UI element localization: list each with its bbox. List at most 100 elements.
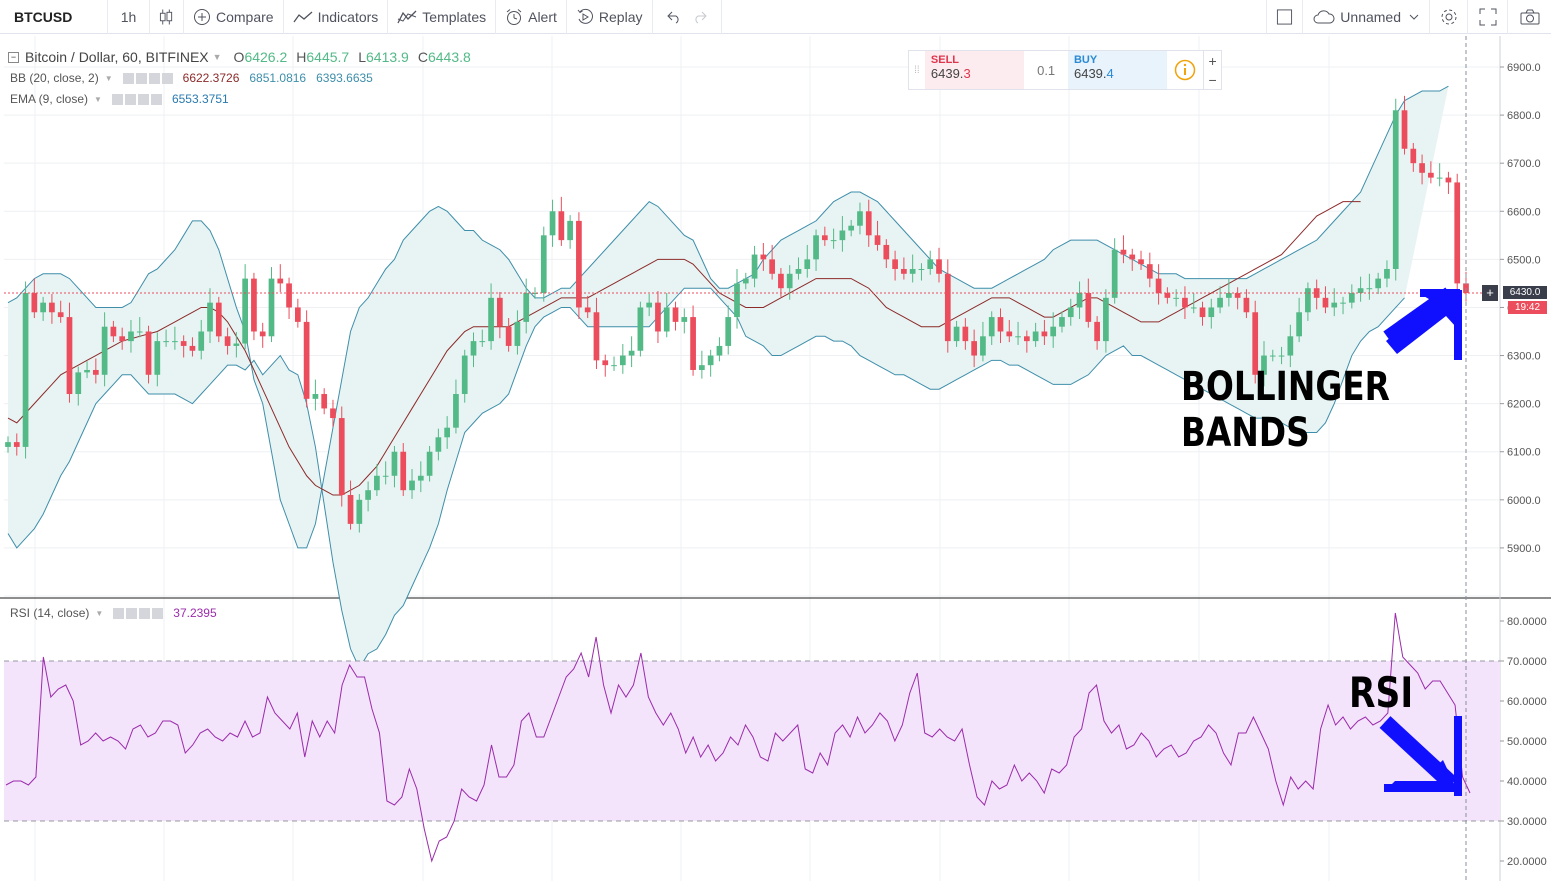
chevron-down-icon[interactable]: ▼ — [212, 52, 222, 62]
visibility-icon[interactable] — [113, 607, 125, 619]
chevron-down-icon[interactable]: ▼ — [95, 608, 104, 618]
candle-body — [716, 345, 723, 356]
undo-icon — [666, 11, 679, 23]
candle-body — [707, 355, 714, 366]
candle-body — [1454, 182, 1461, 284]
candle-body — [1436, 177, 1443, 179]
main-series-legend[interactable]: − Bitcoin / Dollar, 60, BITFINEX ▼ O 6426… — [8, 49, 471, 65]
chart-style-button[interactable] — [150, 0, 184, 34]
candle-body — [1155, 278, 1162, 294]
snapshot-button[interactable] — [1507, 0, 1551, 34]
buy-button[interactable]: BUY 6439.4 — [1067, 51, 1168, 89]
bollinger-basis-line — [7, 201, 1361, 496]
candle-body — [488, 297, 494, 342]
candle-body — [461, 355, 468, 395]
candle-body — [479, 341, 486, 343]
candle-body — [865, 211, 872, 236]
ema-legend[interactable]: EMA (9, close) ▼ 6553.3751 — [10, 92, 229, 106]
close-icon[interactable] — [150, 93, 162, 105]
undo-button[interactable] — [653, 0, 687, 34]
close-icon[interactable] — [152, 607, 164, 619]
candle-body — [663, 307, 670, 332]
interval-button[interactable]: 1h — [108, 0, 150, 34]
more-icon[interactable] — [148, 72, 160, 84]
candle-body — [391, 451, 398, 476]
candle-body — [997, 317, 1004, 332]
candle-body — [1340, 302, 1346, 304]
candle-body — [180, 341, 187, 346]
candle-body — [584, 307, 591, 313]
candle-body — [672, 307, 679, 322]
sell-price-last: 3 — [963, 66, 971, 81]
more-icon[interactable] — [139, 607, 151, 619]
candle-body — [848, 225, 855, 231]
layout-name-button[interactable]: Unnamed — [1302, 0, 1429, 34]
chevron-down-icon[interactable]: ▼ — [104, 73, 113, 83]
candle-body — [1146, 264, 1153, 279]
candle-body — [1217, 297, 1223, 308]
chart-canvas[interactable]: 5900.06000.06100.06200.06300.06400.06500… — [0, 36, 1551, 881]
chart-area[interactable]: 5900.06000.06100.06200.06300.06400.06500… — [0, 36, 1551, 881]
candle-body — [786, 273, 793, 289]
candle-body — [1375, 278, 1382, 289]
alert-button[interactable]: Alert — [496, 0, 567, 34]
candle-body — [593, 312, 600, 361]
info-button[interactable] — [1167, 51, 1203, 89]
candle-body — [980, 336, 986, 356]
candle-body — [1252, 312, 1259, 375]
candle-body — [795, 268, 802, 274]
more-icon[interactable] — [137, 93, 149, 105]
symbol-search-button[interactable]: BTCUSD — [0, 0, 108, 34]
rsi-legend[interactable]: RSI (14, close) ▼ 37.2395 — [10, 606, 217, 620]
candle-body — [821, 235, 828, 241]
price-axis-label: 5900.0 — [1507, 543, 1541, 555]
candles-icon — [159, 9, 173, 24]
fullscreen-button[interactable] — [1467, 0, 1507, 34]
bb-label: BB (20, close, 2) — [10, 71, 99, 85]
candle-body — [1076, 293, 1083, 308]
price-axis-label: 6800.0 — [1507, 110, 1541, 122]
crosshair-plus-button[interactable]: + — [1482, 285, 1498, 301]
candle-body — [5, 442, 11, 447]
candle-body — [1138, 259, 1144, 265]
candle-body — [13, 442, 20, 447]
drag-handle-icon[interactable]: ⁞⁞ — [914, 64, 920, 76]
templates-button[interactable]: Templates — [388, 0, 497, 34]
indicators-button[interactable]: Indicators — [284, 0, 389, 34]
settings-icon[interactable] — [135, 72, 147, 84]
candle-body — [259, 331, 266, 337]
compare-button[interactable]: Compare — [184, 0, 284, 34]
visibility-icon[interactable] — [111, 93, 123, 105]
visibility-icon[interactable] — [122, 72, 134, 84]
candle-body — [207, 302, 213, 332]
candle-body — [128, 331, 134, 342]
decrease-quantity-button[interactable]: − — [1208, 71, 1217, 88]
candle-body — [778, 273, 784, 289]
close-icon[interactable] — [161, 72, 173, 84]
chevron-down-icon[interactable]: ▼ — [94, 94, 102, 104]
candle-body — [1392, 110, 1399, 269]
settings-button[interactable] — [1429, 0, 1467, 34]
rsi-arrow-shaft — [1379, 716, 1458, 790]
bollinger-upper-line — [7, 85, 1449, 549]
candle-body — [40, 302, 46, 313]
fullscreen-toggle-button[interactable] — [1266, 0, 1302, 34]
indicators-label: Indicators — [317, 8, 379, 25]
candle-body — [751, 254, 758, 279]
replay-button[interactable]: Replay — [567, 0, 653, 34]
redo-button[interactable] — [687, 0, 722, 34]
candle-body — [523, 293, 530, 322]
quantity-field[interactable]: 0.1 — [1037, 62, 1056, 78]
candle-body — [962, 326, 969, 342]
candle-body — [1050, 326, 1057, 337]
candle-body — [540, 235, 547, 294]
bb-legend[interactable]: BB (20, close, 2) ▼ 6622.3726 6851.0816 … — [10, 71, 373, 85]
sell-button[interactable]: SELL 6439.3 — [924, 51, 1025, 89]
increase-quantity-button[interactable]: + — [1208, 52, 1217, 69]
settings-icon[interactable] — [124, 93, 136, 105]
candle-body — [154, 341, 161, 375]
candle-body — [1331, 302, 1338, 308]
collapse-icon[interactable]: − — [8, 51, 19, 63]
templates-label: Templates — [422, 8, 487, 25]
settings-icon[interactable] — [126, 607, 138, 619]
